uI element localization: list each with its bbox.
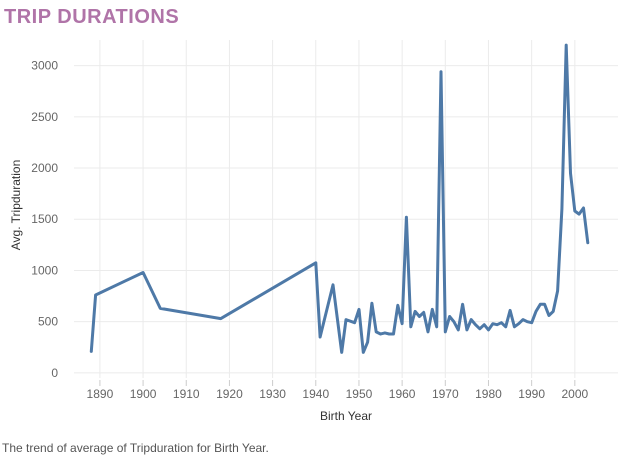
y-tick-label: 2000 [31,161,58,175]
x-tick-label: 1960 [389,387,416,401]
x-tick-label: 1900 [130,387,157,401]
x-tick-label: 1970 [432,387,459,401]
x-tick-label: 1940 [302,387,329,401]
chart-caption: The trend of average of Tripduration for… [2,441,269,455]
x-tick-label: 1950 [346,387,373,401]
series-line [89,43,590,354]
x-tick-label: 1910 [173,387,200,401]
chart-title: TRIP DURATIONS [4,6,180,28]
y-tick-label: 1000 [31,263,58,277]
x-tick-label: 2000 [561,387,588,401]
x-tick-label: 1990 [518,387,545,401]
y-tick-label: 500 [38,315,58,329]
x-tick-label: 1920 [216,387,243,401]
series-lines [89,43,590,354]
y-axis-ticks: 0 500 1000 1500 2000 2500 3000 [31,59,58,380]
y-tick-label: 3000 [31,59,58,73]
x-tick-label: 1930 [259,387,286,401]
y-tick-label: 0 [51,366,58,380]
x-tick-label: 1980 [475,387,502,401]
y-tick-label: 1500 [31,212,58,226]
x-tick-label: 1890 [87,387,114,401]
y-axis-title: Avg. Tripduration [9,160,23,251]
y-tick-label: 2500 [31,110,58,124]
x-axis-title: Birth Year [320,409,372,423]
x-axis-ticks: 1890 1900 1910 1920 1930 1940 1950 1960 1970 1980… [87,380,588,401]
